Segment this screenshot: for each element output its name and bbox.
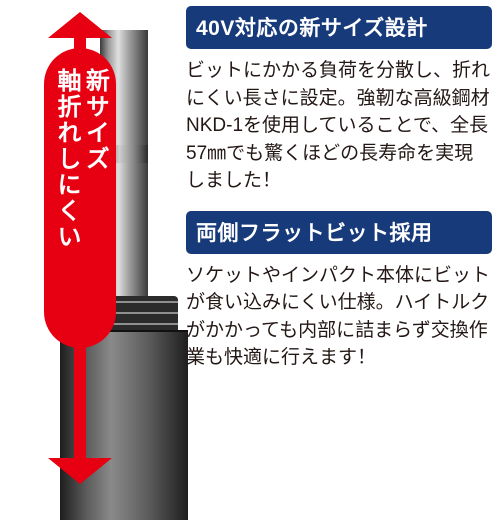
section-body-2: ソケットやインパクト本体にビットが食い込みにくい仕様。ハイトルクがかかっても内部… <box>186 262 492 372</box>
section-body-1: ビットにかかる負荷を分散し、折れにくい長さに設定。強靭な高級鋼材NKD-1を使用… <box>186 57 492 195</box>
callout-pill: 軸折れしにくい 新サイズ <box>44 48 116 348</box>
arrow-down-icon <box>48 458 112 484</box>
pill-text-line1: 軸折れしにくい <box>53 68 79 328</box>
arrow-up-icon <box>48 12 112 38</box>
section-heading-1: 40V対応の新サイズ設計 <box>186 6 492 49</box>
text-panel: 40V対応の新サイズ設計 ビットにかかる負荷を分散し、折れにくい長さに設定。強靭… <box>186 6 492 388</box>
pill-text-line2: 新サイズ <box>81 68 107 328</box>
section-heading-2: 両側フラットビット採用 <box>186 211 492 254</box>
left-illustration: 軸折れしにくい 新サイズ <box>0 0 180 500</box>
